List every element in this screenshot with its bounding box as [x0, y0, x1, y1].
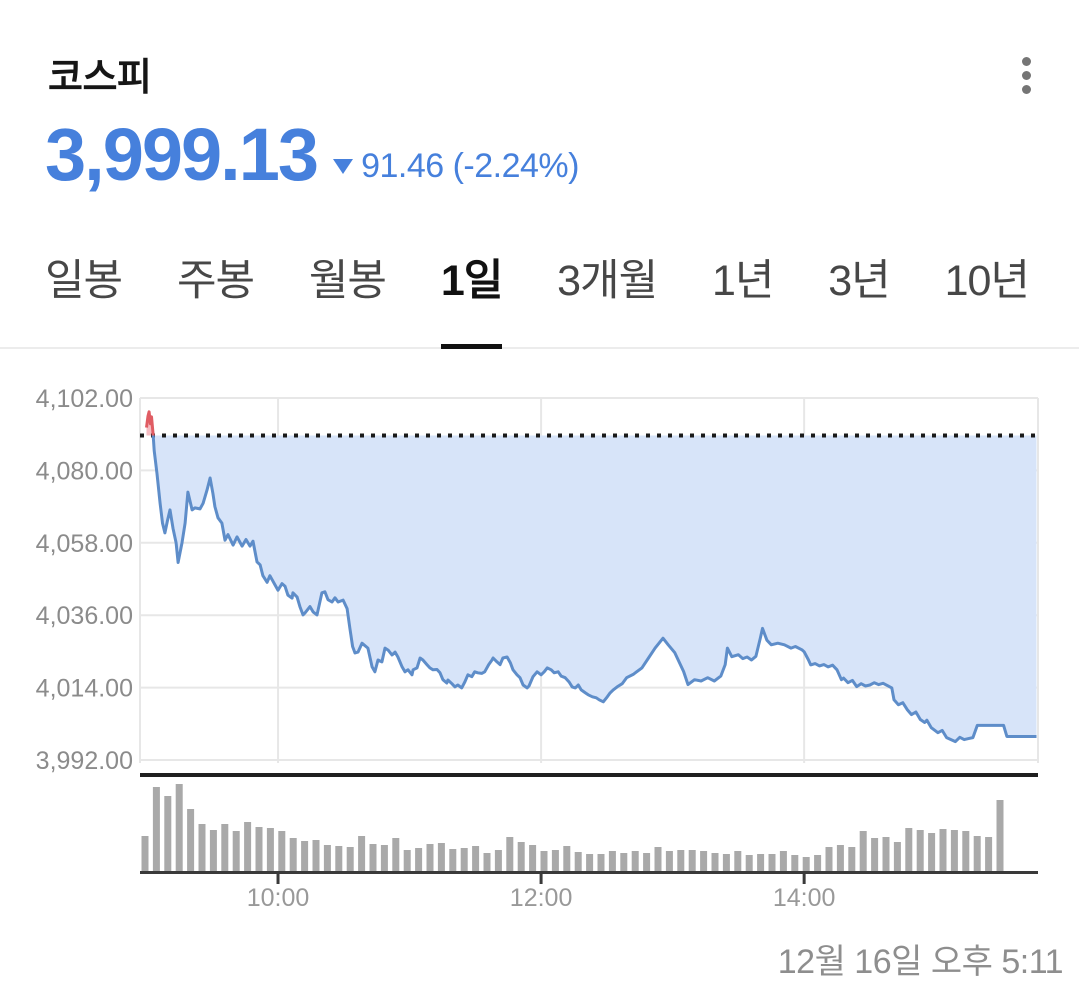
svg-text:4,058.00: 4,058.00 — [36, 530, 133, 558]
svg-text:4,080.00: 4,080.00 — [36, 457, 133, 485]
svg-text:4,036.00: 4,036.00 — [36, 602, 133, 630]
svg-text:14:00: 14:00 — [773, 884, 836, 912]
tab-1day[interactable]: 1일 — [440, 252, 503, 349]
tab-10years[interactable]: 10년 — [945, 252, 1030, 310]
tab-3months[interactable]: 3개월 — [557, 252, 658, 310]
tab-1year[interactable]: 1년 — [712, 252, 774, 310]
svg-text:3,992.00: 3,992.00 — [36, 747, 133, 775]
svg-text:12:00: 12:00 — [510, 884, 573, 912]
down-arrow-icon — [333, 159, 354, 174]
price-change-wrap: 91.46 (-2.24%) — [333, 147, 579, 198]
last-updated-timestamp: 12월 16일 오후 5:11 — [777, 943, 1064, 981]
tab-3years[interactable]: 3년 — [828, 252, 890, 310]
svg-text:4,102.00: 4,102.00 — [36, 385, 133, 413]
tab-daily[interactable]: 일봉 — [45, 252, 123, 310]
tab-weekly[interactable]: 주봉 — [177, 252, 255, 310]
svg-text:4,014.00: 4,014.00 — [36, 675, 133, 703]
price-change: 91.46 (-2.24%) — [361, 147, 579, 185]
current-price: 3,999.13 — [45, 113, 319, 196]
tab-monthly[interactable]: 월봉 — [309, 252, 387, 310]
page-title: 코스피 — [48, 57, 152, 99]
price-row: 3,999.13 91.46 (-2.24%) — [45, 112, 579, 198]
svg-text:10:00: 10:00 — [247, 884, 310, 912]
kebab-menu-icon[interactable] — [1008, 50, 1044, 102]
period-tabs: 일봉 주봉 월봉 1일 3개월 1년 3년 10년 — [0, 252, 1079, 349]
